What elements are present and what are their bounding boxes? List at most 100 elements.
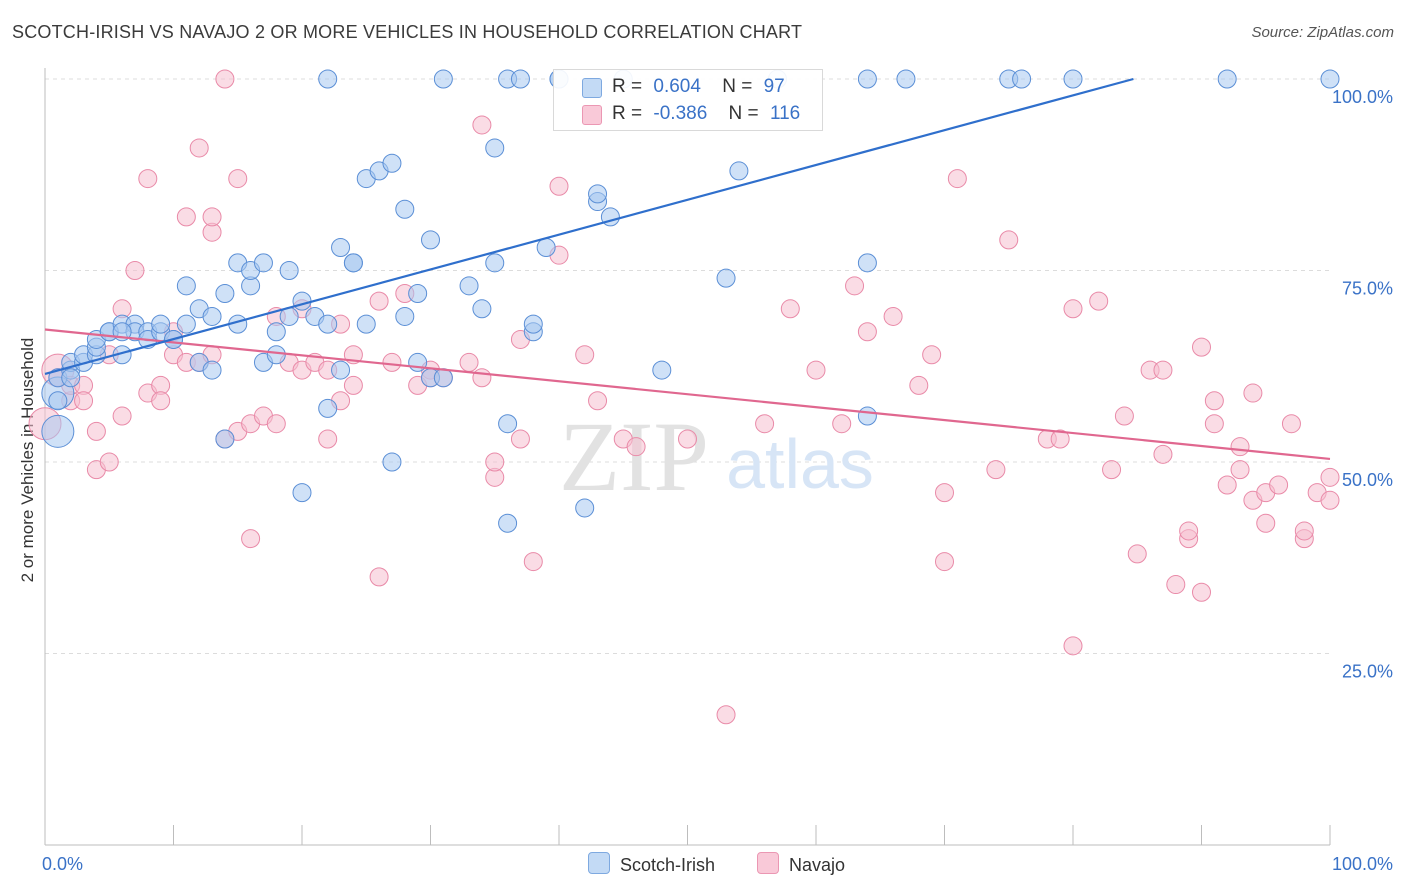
scotch-irish-point (575, 498, 595, 518)
legend-n-value-2: 116 (769, 103, 801, 124)
scotch-irish-point (729, 161, 749, 181)
navajo-point (935, 552, 954, 572)
scotch-irish-point (343, 253, 363, 273)
scotch-irish-point (1217, 69, 1237, 89)
scotch-irish-point (279, 261, 299, 280)
scotch-irish-point (395, 199, 415, 219)
scotch-irish-point (215, 429, 235, 449)
navajo-point (1153, 444, 1173, 464)
scotch-irish-point (510, 69, 530, 89)
legend-r-label: R = (612, 103, 643, 124)
scotch-irish-point (318, 69, 338, 89)
navajo-point (176, 207, 196, 227)
navajo-point (883, 306, 903, 326)
navajo-point (1102, 460, 1122, 480)
navajo-point (369, 567, 389, 587)
navajo-point (1230, 437, 1250, 457)
scotch-irish-point (857, 253, 877, 273)
bottom-legend-label-2: Navajo (789, 855, 846, 875)
chart-title: SCOTCH-IRISH VS NAVAJO 2 OR MORE VEHICLE… (12, 22, 803, 42)
navajo-point (1204, 414, 1224, 434)
bottom-legend-navajo: Navajo (757, 852, 845, 876)
scotch-irish-point (202, 306, 222, 326)
navajo-point (215, 69, 235, 89)
navajo-point (1166, 575, 1186, 595)
scotch-irish-point (331, 360, 351, 380)
navajo-point (716, 705, 736, 725)
scotch-irish-point (331, 238, 351, 258)
scotch-irish-point (1063, 69, 1083, 89)
scotch-irish-point (48, 391, 68, 411)
navajo-point (549, 176, 569, 196)
navajo-point (832, 414, 852, 434)
navajo-point (485, 452, 505, 472)
navajo-point (138, 169, 158, 189)
navajo-point (1192, 337, 1211, 357)
scotch-irish-point (433, 69, 453, 89)
legend-r-label: R = (612, 76, 643, 97)
scotch-irish-point (523, 314, 543, 334)
y-tick-label: 75.0% (1342, 279, 1393, 299)
gridlines (45, 78, 1330, 654)
watermark: ZIP atlas (559, 401, 874, 512)
navajo-point (678, 429, 697, 449)
source-label: Source: ZipAtlas.com (1251, 24, 1394, 41)
navajo-point (909, 375, 929, 395)
watermark-zip: ZIP (559, 401, 709, 512)
scotch-irish-trend-line (44, 77, 1134, 375)
navajo-point (845, 276, 865, 296)
scotch-irish-point (652, 360, 672, 380)
scotch-irish-point (215, 283, 235, 303)
navajo-point (1281, 414, 1301, 434)
navajo-point (382, 352, 402, 372)
tick-labels: 25.0% 50.0% 75.0% 100.0% 0.0% 100.0% (42, 87, 1393, 874)
legend-r-value-1: 0.604 (653, 76, 701, 97)
navajo-point (1243, 383, 1263, 403)
navajo-point (947, 169, 967, 189)
scotch-irish-point (202, 360, 222, 380)
bottom-legend-swatch-pink (757, 852, 779, 874)
navajo-point (318, 429, 338, 449)
legend-n-label: N = (728, 103, 759, 124)
scotch-irish-point (356, 314, 376, 334)
scotch-irish-point (292, 291, 312, 311)
scotch-irish-point (318, 398, 338, 418)
navajo-point (1256, 513, 1276, 533)
scotch-irish-point (408, 283, 428, 303)
scotch-irish-point (1320, 69, 1340, 89)
navajo-trend-line (44, 328, 1331, 461)
trend-lines (44, 77, 1331, 461)
navajo-point (806, 360, 826, 380)
legend-n-value-1: 97 (763, 76, 785, 97)
navajo-point (151, 391, 171, 411)
y-tick-label: 100.0% (1332, 87, 1393, 107)
scotch-irish-point (292, 483, 312, 503)
navajo-point (189, 138, 209, 158)
navajo-point (86, 421, 106, 441)
scotch-irish-point (395, 306, 415, 326)
watermark-atlas: atlas (726, 425, 874, 503)
navajo-point (125, 261, 145, 280)
scotch-irish-point (588, 184, 608, 204)
scotch-irish-point (176, 314, 196, 334)
navajo-point (1127, 544, 1147, 564)
scotch-irish-point (896, 69, 916, 89)
navajo-point (1204, 391, 1224, 411)
bottom-legend-label-1: Scotch-Irish (620, 855, 716, 875)
navajo-point (510, 429, 530, 449)
navajo-point (922, 345, 942, 365)
navajo-point (575, 345, 595, 365)
axes (44, 68, 1331, 846)
navajo-point (1269, 475, 1289, 495)
navajo-point (1050, 429, 1070, 449)
scotch-irish-point (41, 414, 75, 448)
scotch-irish-point (253, 253, 273, 273)
scotch-irish-point (1012, 69, 1032, 89)
navajo-point (755, 414, 775, 434)
scotch-irish-point (857, 406, 877, 426)
scotch-irish-point (472, 299, 492, 319)
navajo-point (369, 291, 389, 311)
scotch-irish-point (498, 513, 518, 533)
navajo-point (588, 391, 608, 411)
